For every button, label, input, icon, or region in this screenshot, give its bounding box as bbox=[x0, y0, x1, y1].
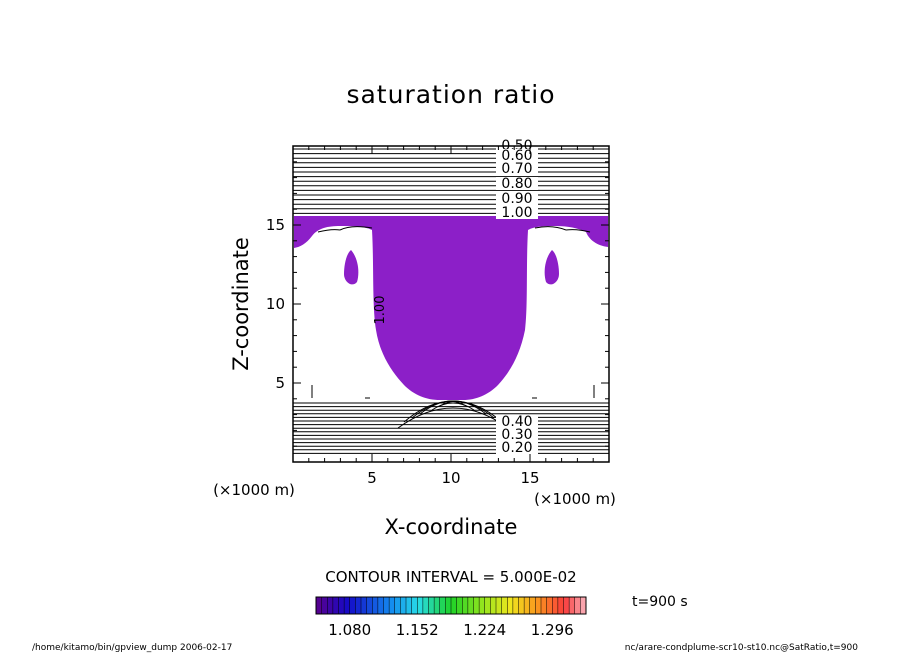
upper-level-label: 0.90 bbox=[501, 191, 532, 207]
level-label-bg bbox=[496, 162, 538, 175]
footer-left: /home/kitamo/bin/gpview_dump 2006-02-17 bbox=[32, 643, 232, 653]
colorbar-bin bbox=[321, 597, 328, 614]
colorbar-bin bbox=[434, 597, 441, 614]
level-label-bg bbox=[496, 441, 538, 454]
plot-area: 0.500.600.700.800.901.00 0.200.300.40 1.… bbox=[266, 138, 610, 487]
colorbar-tick-label: 1.224 bbox=[463, 621, 506, 639]
level-label-bg bbox=[496, 428, 538, 441]
x-unit-label: (×1000 m) bbox=[534, 490, 616, 508]
upper-level-label: 0.60 bbox=[501, 148, 532, 164]
chart-title: saturation ratio bbox=[346, 80, 555, 109]
colorbar-bin bbox=[557, 597, 564, 614]
contour-interval: CONTOUR INTERVAL = 5.000E-02 bbox=[325, 568, 576, 586]
lower-contour-lines bbox=[293, 402, 609, 454]
x-ticks: 5 10 15 bbox=[308, 146, 594, 487]
level-label-bg bbox=[496, 177, 538, 190]
supersaturated-region bbox=[294, 216, 608, 400]
colorbar-bin bbox=[456, 597, 463, 614]
colorbar-bin bbox=[389, 597, 396, 614]
colorbar-bin bbox=[501, 597, 508, 614]
colorbar-tick-label: 1.152 bbox=[396, 621, 439, 639]
level-label-bg bbox=[496, 415, 538, 428]
colorbar-bin bbox=[417, 597, 424, 614]
colorbar-bin bbox=[535, 597, 542, 614]
colorbar-bin bbox=[344, 597, 351, 614]
colorbar-bin bbox=[383, 597, 390, 614]
y-tick-label: 10 bbox=[266, 295, 285, 313]
upper-level-label: 0.80 bbox=[501, 176, 532, 192]
level-label-bg bbox=[496, 149, 538, 162]
lower-level-label: 0.40 bbox=[501, 414, 532, 430]
colorbar-tick-label: 1.296 bbox=[531, 621, 574, 639]
colorbar-bin bbox=[507, 597, 514, 614]
colorbar-labels: 1.080 1.152 1.224 1.296 bbox=[328, 621, 573, 639]
level-label-bg bbox=[496, 192, 538, 205]
colorbar-bin bbox=[529, 597, 536, 614]
lower-level-label: 0.30 bbox=[501, 427, 532, 443]
colorbar-bin bbox=[422, 597, 429, 614]
colorbar-bin bbox=[496, 597, 502, 614]
colorbar-bin bbox=[462, 597, 469, 614]
colorbar-bin bbox=[467, 597, 474, 614]
colorbar-frame bbox=[315, 596, 587, 615]
upper-level-labels: 0.500.600.700.800.901.00 bbox=[496, 138, 538, 221]
colorbar-bin bbox=[411, 597, 418, 614]
colorbar-bin bbox=[569, 597, 576, 614]
inner-contours bbox=[311, 226, 595, 429]
x-tick-label: 15 bbox=[520, 469, 539, 487]
y-unit-label: (×1000 m) bbox=[213, 481, 295, 499]
side-blob-right bbox=[544, 250, 559, 285]
colorbar-bin bbox=[484, 597, 491, 614]
colorbar-bin bbox=[541, 597, 547, 614]
colorbar-bin bbox=[580, 597, 587, 614]
colorbar-bin bbox=[546, 597, 553, 614]
colorbar-bin bbox=[428, 597, 435, 614]
footer-right: nc/arare-condplume-scr10-st10.nc@SatRati… bbox=[625, 643, 859, 653]
colorbar-bin bbox=[563, 597, 570, 614]
colorbar-bin bbox=[338, 597, 345, 614]
colorbar-bin bbox=[574, 597, 581, 614]
colorbar-bin bbox=[406, 597, 412, 614]
colorbar-bin bbox=[327, 597, 334, 614]
colorbar-tick-label: 1.080 bbox=[328, 621, 371, 639]
colorbar-bin bbox=[451, 597, 457, 614]
y-axis-label: Z-coordinate bbox=[229, 237, 253, 371]
colorbar-bin bbox=[400, 597, 407, 614]
colorbar-bin bbox=[439, 597, 446, 614]
colorbar-bin bbox=[366, 597, 373, 614]
upper-level-label: 1.00 bbox=[501, 205, 532, 221]
upper-level-label: 0.70 bbox=[501, 161, 532, 177]
colorbar-bin bbox=[355, 597, 362, 614]
side-blob-left bbox=[344, 250, 359, 285]
colorbar-bin bbox=[316, 597, 322, 614]
colorbar-bin bbox=[473, 597, 480, 614]
colorbar-bin bbox=[394, 597, 401, 614]
lower-level-label: 0.20 bbox=[501, 440, 532, 456]
y-tick-label: 15 bbox=[266, 216, 285, 234]
colorbar-bin bbox=[445, 597, 452, 614]
upper-contour-lines bbox=[293, 148, 609, 214]
colorbar-bin bbox=[490, 597, 497, 614]
colorbar-bin bbox=[349, 597, 356, 614]
colorbar-bin bbox=[479, 597, 486, 614]
colorbar bbox=[315, 597, 587, 614]
level-label-bg bbox=[496, 206, 538, 219]
colorbar-bin bbox=[372, 597, 379, 614]
lower-level-labels: 0.200.300.40 bbox=[496, 414, 538, 456]
x-tick-label: 10 bbox=[441, 469, 460, 487]
y-tick-label: 5 bbox=[275, 374, 285, 392]
colorbar-bin bbox=[332, 597, 339, 614]
colorbar-bin bbox=[524, 597, 531, 614]
colorbar-bin bbox=[361, 597, 367, 614]
colorbar-bin bbox=[518, 597, 525, 614]
colorbar-bin bbox=[512, 597, 519, 614]
x-tick-label: 5 bbox=[367, 469, 377, 487]
x-axis-label: X-coordinate bbox=[385, 515, 518, 539]
colorbar-bin bbox=[552, 597, 559, 614]
mid-level-label: 1.00 bbox=[373, 296, 388, 325]
time-label: t=900 s bbox=[632, 594, 688, 610]
y-ticks: 5 10 15 bbox=[266, 161, 609, 447]
colorbar-bin bbox=[377, 597, 384, 614]
